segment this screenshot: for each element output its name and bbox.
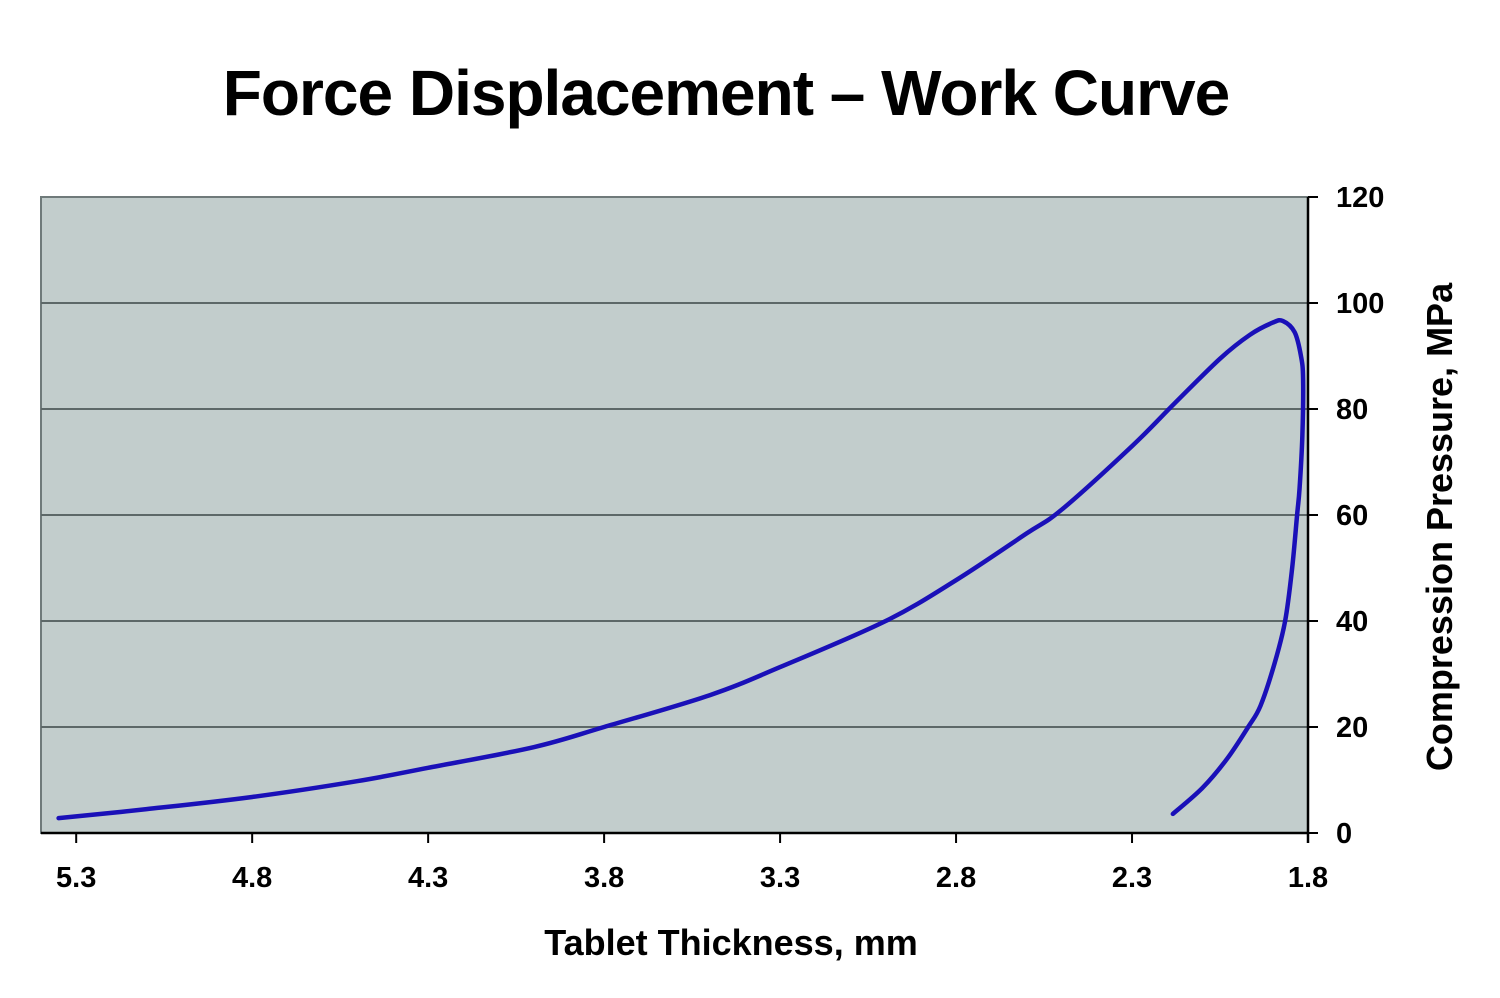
y-tick-label: 60 [1336, 500, 1368, 532]
y-tick-label: 20 [1336, 712, 1368, 744]
work-curve-line [56, 317, 1306, 821]
y-tick-label: 120 [1336, 182, 1384, 214]
x-tick-label: 5.3 [56, 862, 96, 894]
y-tick-label: 80 [1336, 394, 1368, 426]
x-tick-label: 1.8 [1288, 862, 1328, 894]
x-tick-label: 3.3 [760, 862, 800, 894]
y-tick-label: 0 [1336, 818, 1352, 850]
x-tick-label: 4.3 [408, 862, 448, 894]
x-axis-label: Tablet Thickness, mm [544, 922, 918, 963]
x-tick-label: 2.8 [936, 862, 976, 894]
y-axis-label: Compression Pressure, MPa [1419, 282, 1460, 772]
y-tick-label: 100 [1336, 288, 1384, 320]
x-tick-label: 3.8 [584, 862, 624, 894]
x-tick-label: 2.3 [1112, 862, 1152, 894]
x-tick-label: 4.8 [232, 862, 272, 894]
chart-title: Force Displacement – Work Curve [222, 57, 1230, 129]
y-tick-label: 40 [1336, 606, 1368, 638]
